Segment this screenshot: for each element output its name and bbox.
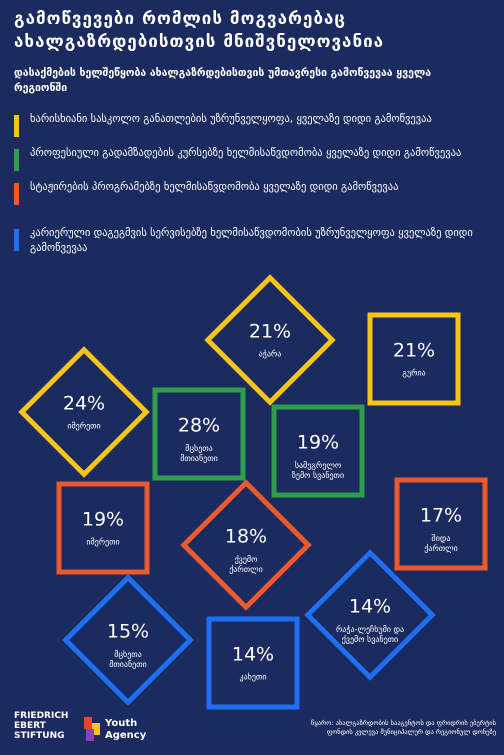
- region-value: 14%: [232, 644, 274, 666]
- region-value: 21%: [249, 321, 291, 343]
- legend-item: პროფესიული გადამზადების კურსებზე ხელმისა…: [14, 146, 484, 171]
- region-value: 19%: [297, 432, 339, 454]
- region-shape: [62, 574, 194, 706]
- region-label: რაჭა-ლეჩხუმი და ქვემო სვანეთი: [336, 624, 404, 644]
- region-label: იმერეთი: [67, 421, 100, 431]
- region-shape: [180, 479, 312, 611]
- region-label: აჭარა: [259, 349, 282, 359]
- region-shape: [367, 312, 461, 406]
- legend-text: პროფესიული გადამზადების კურსებზე ხელმისა…: [30, 147, 462, 159]
- region-shape: [206, 616, 300, 710]
- region-value: 28%: [178, 415, 220, 437]
- legend-item: სტაჟირების პროგრამებზე ხელმისაწვდომობა ყ…: [14, 180, 484, 205]
- title: გამოწვევები რომლის მოგვარებაც ახალგაზრდე…: [14, 9, 385, 52]
- region-shape: [152, 387, 246, 481]
- label-line: მცხეთა: [114, 649, 141, 659]
- region-shape: [204, 274, 336, 406]
- label-line: სამეგრელო: [295, 460, 341, 470]
- region-shape: [18, 346, 150, 478]
- label-line: მთიანეთი: [109, 659, 147, 669]
- region-value: 19%: [82, 509, 124, 531]
- region-label: მცხეთა მთიანეთი: [109, 649, 147, 669]
- label-line: მთიანეთი: [180, 453, 218, 463]
- logo-youth: Youth Agency: [105, 718, 147, 741]
- region-label: იმერეთი: [86, 537, 119, 547]
- label-line: ქვემო: [235, 554, 258, 564]
- legend-text: კარიერული დაგეგმვის სერვისებზე ხელმისაწვ…: [30, 227, 473, 254]
- label-line: შიდა: [432, 533, 451, 543]
- region-shape: [56, 481, 150, 575]
- region-value: 24%: [63, 393, 105, 415]
- region-label: შიდა ქართლი: [424, 533, 458, 553]
- region-shape: [394, 477, 488, 571]
- label-line: ზემო სვანეთი: [292, 470, 344, 480]
- legend-swatch: [14, 229, 19, 251]
- region-value: 21%: [393, 340, 435, 362]
- source: წყარო: ახალგაზრდობის სააგენტოს და ფრიდრი…: [311, 719, 496, 736]
- region-value: 14%: [349, 596, 391, 618]
- region-value: 17%: [420, 505, 462, 527]
- label-line: ქვემო სვანეთი: [342, 634, 398, 644]
- legend-text: სტაჟირების პროგრამებზე ხელმისაწვდომობა ყ…: [30, 181, 399, 193]
- legend-item: ხარისხიანი სასკოლო განათლების უზრუნველყო…: [14, 112, 484, 137]
- subtitle: დასაქმების ხელშეწყობა ახალგაზრდებისთვის …: [14, 67, 432, 94]
- region-label: გურია: [402, 368, 425, 378]
- region-label: მცხეთა მთიანეთი: [180, 443, 218, 463]
- logo-icon: [84, 717, 100, 741]
- region-label: ქვემო ქართლი: [229, 554, 263, 574]
- label-line: ქართლი: [229, 564, 263, 574]
- region-value: 15%: [107, 621, 149, 643]
- region-shape: [304, 549, 436, 681]
- region-shape: [271, 404, 365, 498]
- label-line: მცხეთა: [185, 443, 212, 453]
- logo-fes: FRIEDRICH EBERT STIFTUNG: [14, 711, 69, 741]
- label-line: რაჭა-ლეჩხუმი და: [336, 624, 404, 634]
- legend-swatch: [14, 183, 19, 205]
- region-value: 18%: [225, 526, 267, 548]
- legend-text: ხარისხიანი სასკოლო განათლების უზრუნველყო…: [30, 113, 432, 125]
- region-label: კახეთი: [240, 672, 267, 682]
- legend-swatch: [14, 149, 19, 171]
- label-line: ქართლი: [424, 543, 458, 553]
- region-label: სამეგრელო ზემო სვანეთი: [292, 460, 344, 480]
- legend-swatch: [14, 115, 19, 137]
- legend-item: კარიერული დაგეგმვის სერვისებზე ხელმისაწვ…: [14, 226, 484, 256]
